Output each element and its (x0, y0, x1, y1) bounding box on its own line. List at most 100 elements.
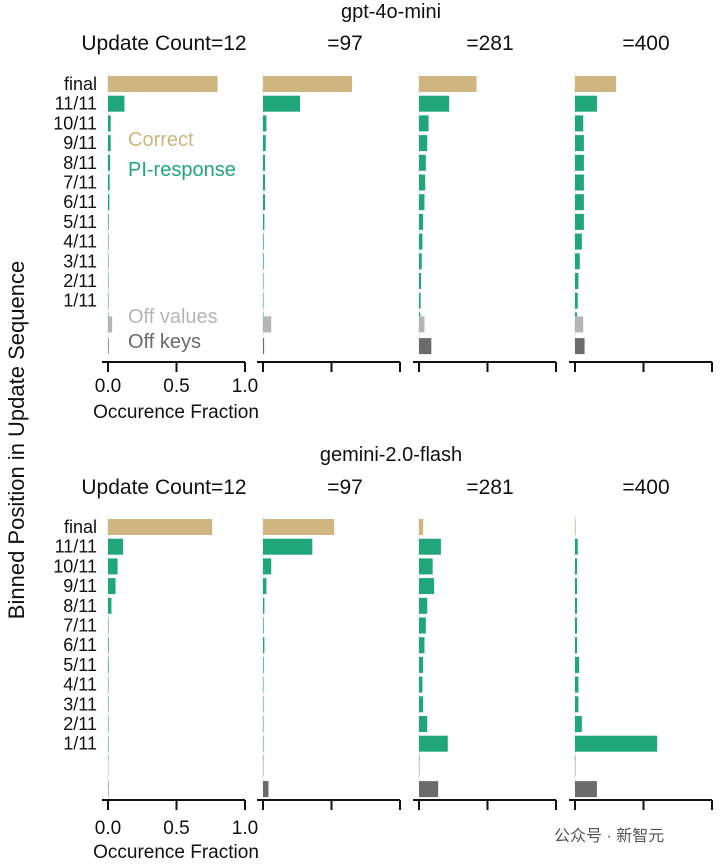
chart-group-0: gpt-4o-mini final11/1110/119/118/117/116/… (53, 1, 713, 423)
bar-correct (108, 519, 213, 535)
bar-pi-response (575, 135, 584, 152)
bar-pi-response (108, 292, 109, 309)
bar-pi-response (419, 656, 424, 673)
legend: Correct PI-response Off values Off keys (128, 129, 236, 353)
x-tick-label: 0.5 (163, 376, 189, 397)
bar-pi-response (108, 735, 109, 752)
category-label: final (64, 517, 97, 537)
bar-pi-response (108, 558, 118, 575)
bar-pi-response (575, 292, 578, 309)
category-label: final (64, 74, 97, 94)
bar-pi-response (108, 716, 109, 732)
bar-correct (108, 76, 218, 92)
bar-pi-response (108, 194, 110, 211)
category-label: 3/11 (63, 694, 97, 714)
bar-pi-response (108, 676, 109, 693)
panel-title: =281 (466, 32, 513, 55)
x-tick-label: 0.0 (95, 376, 121, 397)
bar-pi-response (108, 213, 109, 230)
bar-pi-response (575, 538, 578, 555)
panel-title: Update Count=12 (81, 32, 246, 55)
bar-pi-response (419, 273, 422, 289)
bar-pi-response (263, 95, 300, 112)
x-tick-label: 0.5 (163, 818, 189, 839)
bar-pi-response (575, 154, 584, 171)
category-label: 5/11 (63, 212, 97, 232)
y-axis-label: Binned Position in Update Sequence (4, 261, 29, 619)
bar-pi-response (108, 617, 109, 634)
panel-title: =281 (466, 476, 513, 499)
bar-pi-response (108, 637, 109, 654)
category-label: 10/11 (53, 556, 97, 576)
bar-pi-response (108, 115, 111, 132)
bar-pi-response (108, 154, 111, 171)
panel-title: =400 (622, 32, 669, 55)
bar-pi-response (263, 716, 264, 732)
bar-pi-response (575, 676, 579, 693)
bar-off-values (108, 316, 113, 333)
bar-pi-response (575, 194, 584, 211)
bar-pi-response (263, 696, 264, 713)
bar-pi-response (108, 538, 124, 555)
model-title: gpt-4o-mini (341, 1, 441, 23)
bar-pi-response (263, 617, 264, 634)
category-label: 7/11 (63, 616, 97, 636)
bar-pi-response (419, 154, 426, 171)
bar-pi-response (575, 578, 578, 595)
bar-pi-response (108, 656, 109, 673)
bar-pi-response (575, 273, 579, 289)
category-label: 2/11 (63, 714, 97, 734)
bar-off-keys (575, 338, 585, 355)
bar-pi-response (575, 656, 580, 673)
bar-pi-response (419, 558, 433, 575)
bar-pi-response (108, 696, 109, 713)
bar-off-values (263, 759, 264, 776)
bar-pi-response (419, 213, 424, 230)
bar-pi-response (263, 292, 264, 309)
bar-pi-response (419, 637, 425, 654)
bar-pi-response (263, 578, 267, 595)
bar-pi-response (419, 194, 425, 211)
bar-pi-response (419, 716, 428, 732)
bar-correct (419, 519, 424, 535)
panel-1-2: =281 (413, 476, 557, 810)
bar-pi-response (263, 213, 265, 230)
category-label: 9/11 (63, 576, 97, 596)
bar-correct (575, 76, 617, 92)
x-axis-label: Occurence Fraction (93, 402, 259, 423)
bar-pi-response (419, 233, 423, 250)
x-tick-label: 1.0 (232, 818, 258, 839)
bar-pi-response (575, 253, 580, 270)
bar-pi-response (419, 578, 435, 595)
bar-pi-response (575, 617, 578, 634)
bar-off-values (263, 316, 272, 333)
bar-pi-response (575, 735, 658, 752)
bar-off-keys (419, 781, 439, 798)
bar-pi-response (419, 174, 426, 191)
panel-title: =97 (327, 476, 363, 499)
x-tick-label: 1.0 (232, 376, 258, 397)
bar-pi-response (419, 115, 429, 132)
x-axis-label: Occurence Fraction (93, 842, 259, 863)
bar-off-keys (419, 338, 432, 355)
bar-pi-response (263, 135, 266, 152)
panel-0-2: =281 (413, 32, 557, 372)
category-label: 3/11 (63, 251, 97, 271)
legend-entry: PI-response (128, 159, 236, 181)
bar-off-keys (263, 338, 265, 355)
bar-pi-response (108, 174, 110, 191)
bar-correct (419, 76, 477, 92)
category-label: 11/11 (55, 537, 97, 557)
bar-off-keys (263, 781, 269, 798)
bar-pi-response (419, 735, 448, 752)
panel-0-3: =400 (569, 32, 713, 372)
panel-1-3: =400 (569, 476, 713, 810)
category-label: 8/11 (63, 596, 97, 616)
bar-pi-response (263, 194, 266, 211)
bar-off-values (108, 759, 109, 776)
bar-pi-response (108, 253, 109, 270)
bar-pi-response (575, 696, 579, 713)
bar-pi-response (263, 735, 264, 752)
category-label: 1/11 (63, 291, 97, 311)
